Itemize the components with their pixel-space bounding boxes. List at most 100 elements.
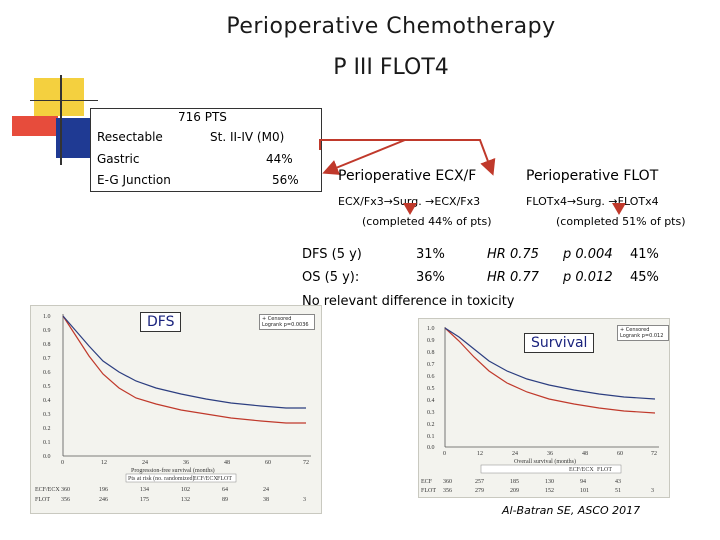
ecx-down-arrow-icon <box>403 203 417 215</box>
os-risk-cell: 130 <box>545 479 554 485</box>
os-y-ticks: 1.0 0.9 0.8 0.7 0.6 0.5 0.4 0.3 0.2 0.1 … <box>427 326 435 451</box>
os-risk-cell: 356 <box>443 488 452 494</box>
os-xtick: 48 <box>582 451 588 457</box>
arrow-to-flot <box>319 139 496 176</box>
dfs-legend: + Censored Logrank p=0.0036 <box>259 314 315 330</box>
dfs-km-plot: 1.0 0.9 0.8 0.7 0.6 0.5 0.4 0.3 0.2 0.1 … <box>30 305 322 514</box>
os-km-svg: 1.0 0.9 0.8 0.7 0.6 0.5 0.4 0.3 0.2 0.1 … <box>421 326 659 494</box>
toxicity-note: No relevant difference in toxicity <box>302 294 515 309</box>
os-p-value: p 0.012 <box>563 270 613 285</box>
dfs-legend-censored: + Censored <box>262 316 292 322</box>
dfs-p-value: p 0.004 <box>563 247 613 262</box>
dfs-key-box <box>125 473 237 483</box>
decor-blue-block <box>56 118 94 158</box>
dfs-risk-cell: 102 <box>181 487 190 493</box>
dfs-tag: DFS <box>140 312 182 332</box>
dfs-x-ticks: 0 12 24 36 48 60 72 <box>61 460 309 466</box>
dfs-xtick: 36 <box>183 460 189 466</box>
os-legend-censored: + Censored <box>620 327 650 333</box>
slide-subtitle: P III FLOT4 <box>333 55 449 80</box>
eg-junction-percent: 56% <box>272 173 299 187</box>
dfs-ytick: 0.1 <box>43 440 51 446</box>
os-ytick: 0.7 <box>427 362 435 368</box>
dfs-risk-cell: 175 <box>140 497 149 503</box>
dfs-risk-cell: 360 <box>61 487 70 493</box>
dfs-risk-label: Pts at risk (no. randomized) <box>128 475 195 482</box>
eg-junction-label: E-G Junction <box>97 173 171 187</box>
dfs-flot-value: 41% <box>630 247 659 262</box>
dfs-ecx-value: 31% <box>416 247 445 262</box>
dfs-row1-label: ECF/ECX <box>35 487 60 493</box>
os-xtick: 72 <box>651 451 657 457</box>
dfs-xtick: 24 <box>142 460 148 466</box>
dfs-risk-cell: 64 <box>222 487 228 493</box>
os-risk-cell: 51 <box>615 488 621 494</box>
os-ytick: 0.3 <box>427 410 435 416</box>
dfs-xtick: 72 <box>303 460 309 466</box>
dfs-legend-logrank: Logrank p=0.0036 <box>262 322 309 328</box>
os-x-label: Overall survival (months) <box>514 458 576 465</box>
survival-tag: Survival <box>524 333 595 353</box>
dfs-risk-cell: 246 <box>99 497 108 503</box>
dfs-ytick: 1.0 <box>43 314 51 320</box>
arm-flot-completed: (completed 51% of pts) <box>556 215 686 228</box>
os-legend: + Censored Logrank p=0.012 <box>617 325 669 341</box>
arm-flot-regimen: FLOTx4→Surg. →FLOTx4 <box>526 195 659 208</box>
dfs-risk-cell: 196 <box>99 487 108 493</box>
os-curve-flot <box>444 327 656 400</box>
os-xtick: 36 <box>547 451 553 457</box>
dfs-risk-cell: 89 <box>222 497 228 503</box>
gastric-label: Gastric <box>97 152 140 166</box>
os-risk-cell: 3 <box>651 488 654 494</box>
os-key-ecx: ECF/ECX <box>569 467 594 473</box>
dfs-x-label: Progression-free survival (months) <box>131 467 215 474</box>
dfs-key-flot: FLOT <box>217 476 232 482</box>
dfs-ytick: 0.6 <box>43 370 51 376</box>
citation: Al-Batran SE, ASCO 2017 <box>502 504 641 517</box>
decor-yellow-block <box>34 78 84 116</box>
decor-red-block <box>12 116 58 136</box>
os-risk-cell: 279 <box>475 488 484 494</box>
dfs-risk-cell: 38 <box>263 497 269 503</box>
dfs-hr: HR 0.75 <box>487 247 539 262</box>
dfs-ytick: 0.0 <box>43 454 51 460</box>
os-risk-cell: 185 <box>510 479 519 485</box>
dfs-risk-cell: 356 <box>61 497 70 503</box>
os-curve-ecx <box>444 327 656 414</box>
os-risk-cell: 43 <box>615 479 621 485</box>
os-xtick: 0 <box>443 451 446 457</box>
dfs-key-ecx: ECF/ECX <box>193 476 218 482</box>
os-ytick: 0.1 <box>427 434 435 440</box>
os-risk-cell: 94 <box>580 479 586 485</box>
os-row1-label: ECF <box>421 479 433 485</box>
stage-label: St. II-IV (M0) <box>210 130 285 144</box>
dfs-ytick: 0.8 <box>43 342 51 348</box>
os-risk-cell: 209 <box>510 488 519 494</box>
dfs-km-svg: 1.0 0.9 0.8 0.7 0.6 0.5 0.4 0.3 0.2 0.1 … <box>35 314 311 503</box>
dfs-y-ticks: 1.0 0.9 0.8 0.7 0.6 0.5 0.4 0.3 0.2 0.1 … <box>43 314 51 460</box>
patient-count: 716 PTS <box>178 110 227 124</box>
os-risk-table: ECF 360 257 185 130 94 43 FLOT 356 279 2… <box>421 479 654 494</box>
dfs-ytick: 0.9 <box>43 328 51 334</box>
dfs-risk-cell: 3 <box>303 497 306 503</box>
trial-population-box <box>90 108 322 192</box>
os-ecx-value: 36% <box>416 270 445 285</box>
dfs-risk-cell: 132 <box>181 497 190 503</box>
os-hr: HR 0.77 <box>487 270 539 285</box>
dfs-ytick: 0.5 <box>43 384 51 390</box>
os-flot-value: 45% <box>630 270 659 285</box>
dfs-row2-label: FLOT <box>35 497 50 503</box>
os-xtick: 60 <box>617 451 623 457</box>
dfs-risk-cell: 24 <box>263 487 269 493</box>
os-risk-cell: 360 <box>443 479 452 485</box>
dfs-ytick: 0.7 <box>43 356 51 362</box>
slide-title: Perioperative Chemotherapy <box>226 14 556 39</box>
os-label: OS (5 y): <box>302 270 360 285</box>
decor-vertical-line <box>60 75 62 165</box>
dfs-ytick: 0.4 <box>43 398 51 404</box>
os-risk-cell: 101 <box>580 488 589 494</box>
decor-horizontal-line <box>30 100 98 101</box>
arm-flot-title: Perioperative FLOT <box>526 168 659 184</box>
dfs-risk-table: ECF/ECX 360 196 134 102 64 24 FLOT 356 2… <box>35 487 306 503</box>
os-ytick: 0.2 <box>427 422 435 428</box>
